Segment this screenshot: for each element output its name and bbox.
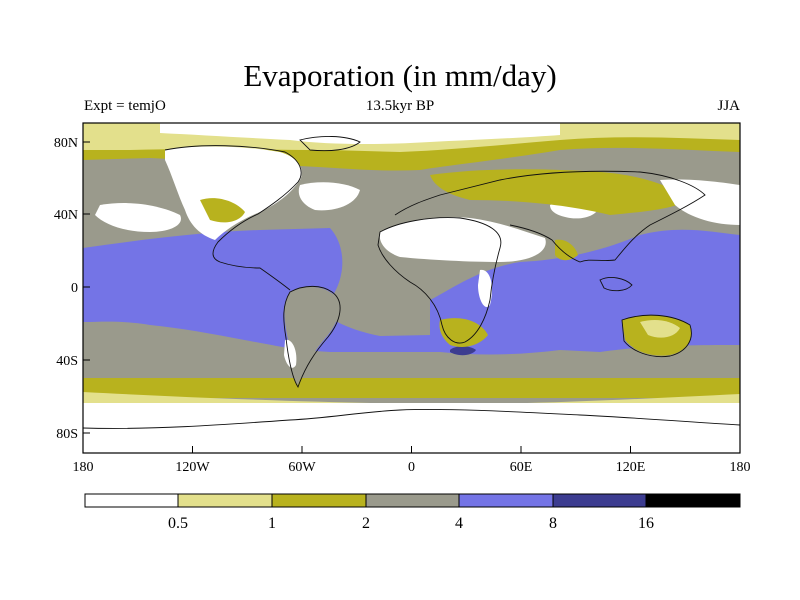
colorbar-label-1: 1 (268, 515, 276, 532)
lon-tick-marks (82, 446, 741, 453)
land-usa-olive (200, 198, 245, 223)
colorbar-box-5 (458, 493, 554, 508)
field-antarctica-white (83, 403, 740, 453)
land-asia-olive (430, 169, 690, 215)
colorbar-box-1 (84, 493, 179, 508)
lon-label-60e: 60E (510, 460, 533, 475)
lon-label-180w: 180 (73, 460, 94, 475)
colorbar-label-2: 2 (362, 515, 370, 532)
coast-south-america (283, 285, 341, 389)
field-natlantic-white (298, 182, 360, 211)
land-india-olive (555, 239, 578, 261)
land-sahara-arabia-white (379, 217, 546, 262)
coast-greenland (299, 136, 361, 152)
season-label: JJA (717, 98, 740, 114)
coast-antarctica (83, 409, 740, 429)
lat-label-40s: 40S (56, 354, 78, 369)
coast-north-america (164, 145, 302, 291)
coast-australia (621, 314, 692, 358)
colorbar-label-8: 8 (549, 515, 557, 532)
lon-label-0: 0 (408, 460, 415, 475)
colorbar-box-4 (365, 493, 460, 508)
colorbar-label-0.5: 0.5 (168, 515, 188, 532)
lon-label-120e: 120E (616, 460, 646, 475)
field-southern-olive (83, 378, 740, 398)
land-southern-africa-olive (439, 318, 488, 347)
colorbar-box-7 (645, 493, 741, 508)
colorbar-box-2 (177, 493, 273, 508)
lat-label-80s: 80S (56, 427, 78, 442)
colorbar-box-6 (552, 493, 647, 508)
lat-label-0: 0 (71, 281, 78, 296)
coastlines (83, 136, 740, 429)
field-nepacific-white (95, 203, 181, 232)
lat-label-80n: 80N (54, 136, 78, 151)
field-darkblue-patch (450, 346, 476, 356)
lon-label-120w: 120W (175, 460, 210, 475)
lat-tick-marks (83, 141, 90, 434)
map-title: Evaporation (in mm/day) (243, 58, 557, 93)
colorbar-box-3 (271, 493, 367, 508)
field-arctic-white (160, 123, 560, 145)
coast-eurasia (394, 170, 706, 263)
colorbar-label-4: 4 (455, 515, 463, 532)
coast-africa (377, 217, 502, 344)
colorbar (84, 493, 741, 508)
field-nwpacific-white (660, 179, 740, 225)
land-north-america-white (165, 146, 302, 240)
land-australia-paleyellow (640, 320, 680, 338)
lon-label-180e: 180 (730, 460, 751, 475)
time-period-label: 13.5kyr BP (365, 98, 435, 114)
land-south-america (284, 286, 340, 385)
lon-label-60w: 60W (288, 460, 316, 475)
experiment-label: Expt = temjO (84, 98, 166, 114)
lat-label-40n: 40N (54, 208, 78, 223)
colorbar-label-16: 16 (638, 515, 654, 532)
land-east-africa-white (478, 269, 492, 308)
coast-indonesia (599, 277, 633, 292)
map-field (83, 123, 740, 453)
